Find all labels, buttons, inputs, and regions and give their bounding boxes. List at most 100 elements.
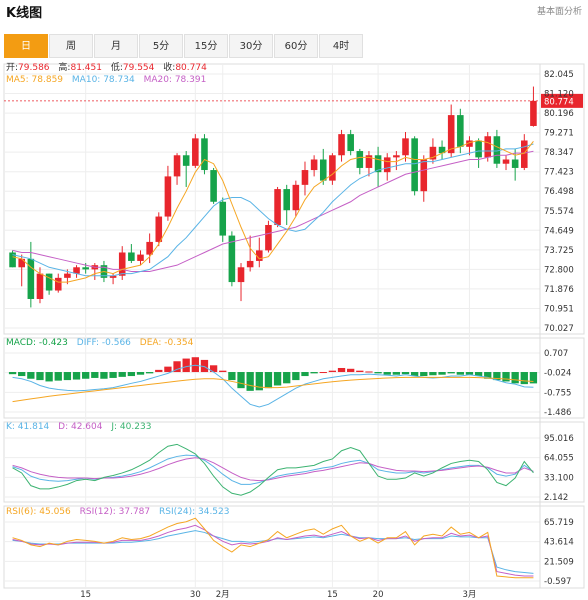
- x-tick-label: 2月: [216, 590, 230, 600]
- y-tick-label: 73.725: [544, 246, 574, 256]
- macd-bar: [310, 372, 318, 374]
- ma20-value: MA20: 78.391: [144, 75, 207, 85]
- candle-body: [210, 170, 217, 202]
- rsi24-line: [12, 530, 534, 574]
- tab-7[interactable]: 4时: [319, 34, 363, 58]
- open-label: 开:: [6, 62, 18, 73]
- candle-body: [438, 146, 446, 154]
- close-value: 80.774: [175, 63, 207, 73]
- tab-3[interactable]: 5分: [139, 34, 183, 58]
- candle-body: [274, 189, 281, 226]
- y-tick-label: 71.876: [544, 285, 574, 295]
- rsi24-value: RSI(24): 34.523: [159, 507, 229, 517]
- macd-bar: [347, 368, 355, 373]
- y-tick-label: 65.719: [544, 518, 574, 528]
- macd-bar: [383, 372, 391, 375]
- tab-5[interactable]: 30分: [229, 34, 273, 58]
- candle-body: [530, 100, 537, 126]
- candle-body: [173, 155, 181, 177]
- macd-bar: [118, 372, 126, 377]
- fundamental-analysis-link[interactable]: 基本面分析: [536, 7, 582, 17]
- tab-0[interactable]: 日: [4, 34, 48, 58]
- tab-1[interactable]: 周: [49, 34, 93, 58]
- rsi-legend: RSI(6): 45.056 RSI(12): 37.787 RSI(24): …: [6, 507, 229, 517]
- candle-body: [164, 176, 172, 217]
- y-tick-label: 81.120: [544, 90, 574, 100]
- tab-6[interactable]: 60分: [274, 34, 318, 58]
- candle-body: [36, 273, 44, 299]
- candle-body: [521, 140, 528, 168]
- macd-bar: [520, 372, 528, 385]
- macd-bar: [63, 372, 72, 381]
- candle-body: [118, 252, 126, 276]
- ma5-value: MA5: 78.859: [6, 75, 63, 85]
- macd-bar: [328, 370, 337, 373]
- y-tick-label: 72.800: [544, 265, 574, 275]
- y-tick-label: 74.649: [544, 226, 574, 236]
- candle-body: [192, 138, 199, 166]
- rsi6-value: RSI(6): 45.056: [6, 507, 71, 517]
- y-tick-label: 95.016: [544, 434, 574, 444]
- macd-bar: [45, 372, 53, 382]
- macd-bar: [273, 372, 282, 386]
- axis-labels: 82.045 81.120 80.196 79.271 78.347 77.423 76.4…: [80, 70, 573, 600]
- y-tick-label: 78.347: [544, 148, 574, 158]
- macd-bar: [365, 371, 373, 373]
- dea-line: [12, 376, 534, 403]
- macd-bar: [36, 372, 44, 381]
- macd-bar: [237, 372, 245, 389]
- macd-bar: [429, 372, 437, 376]
- y-tick-label: 80.196: [544, 109, 574, 119]
- open-value: 79.586: [18, 63, 50, 73]
- candle-body: [447, 115, 455, 154]
- macd-bar: [292, 372, 300, 381]
- candle-body: [402, 138, 409, 156]
- close-label: 收:: [163, 61, 175, 73]
- panel-frame: [3, 63, 585, 335]
- macd-bar: [319, 372, 327, 374]
- period-tabs: 日周月 5分 15分 30分 60分 4时: [4, 34, 364, 58]
- candle-body: [383, 157, 391, 173]
- candle-body: [64, 273, 71, 278]
- macd-bar: [465, 372, 474, 375]
- macd-bar: [356, 370, 364, 373]
- y-tick-label: 21.509: [544, 557, 574, 567]
- current-price-tag: [541, 93, 583, 108]
- candle-body: [365, 155, 373, 168]
- y-tick-label: 64.055: [544, 454, 574, 464]
- macd-bar: [136, 372, 145, 375]
- d-value: D: 42.604: [58, 422, 103, 432]
- candle-body: [356, 151, 364, 168]
- candle-body: [228, 235, 236, 283]
- candle-body: [219, 201, 227, 236]
- panel-frame: [3, 421, 585, 503]
- low-value: 79.554: [123, 63, 155, 73]
- tab-2[interactable]: 月: [94, 34, 138, 58]
- macd-bar: [155, 369, 163, 373]
- page-title: K线图: [6, 6, 43, 21]
- macd-bars: [8, 357, 538, 391]
- x-tick-label: 15: [80, 590, 91, 600]
- candle-body: [374, 155, 382, 173]
- candle-body: [338, 134, 345, 156]
- macd-bar: [145, 372, 154, 374]
- y-tick-label: -0.597: [544, 577, 571, 587]
- ohlc-legend: 开:79.586 高:81.451 低:79.554 收:80.774: [6, 61, 207, 73]
- d-line: [12, 457, 534, 482]
- macd-bar: [420, 372, 428, 377]
- candle-body: [9, 252, 16, 268]
- high-label: 高:: [58, 61, 70, 73]
- k-value: K: 41.814: [6, 422, 50, 432]
- rsi12-value: RSI(12): 37.787: [80, 507, 150, 517]
- macd-bar: [283, 372, 291, 384]
- candle-body: [201, 138, 208, 171]
- macd-bar: [27, 372, 35, 379]
- j-line: [12, 443, 534, 496]
- macd-bar: [219, 370, 227, 373]
- candle-body: [393, 155, 400, 158]
- candle-body: [329, 155, 336, 181]
- tab-4[interactable]: 15分: [184, 34, 228, 58]
- macd-bar: [502, 372, 510, 382]
- macd-bar: [91, 372, 99, 378]
